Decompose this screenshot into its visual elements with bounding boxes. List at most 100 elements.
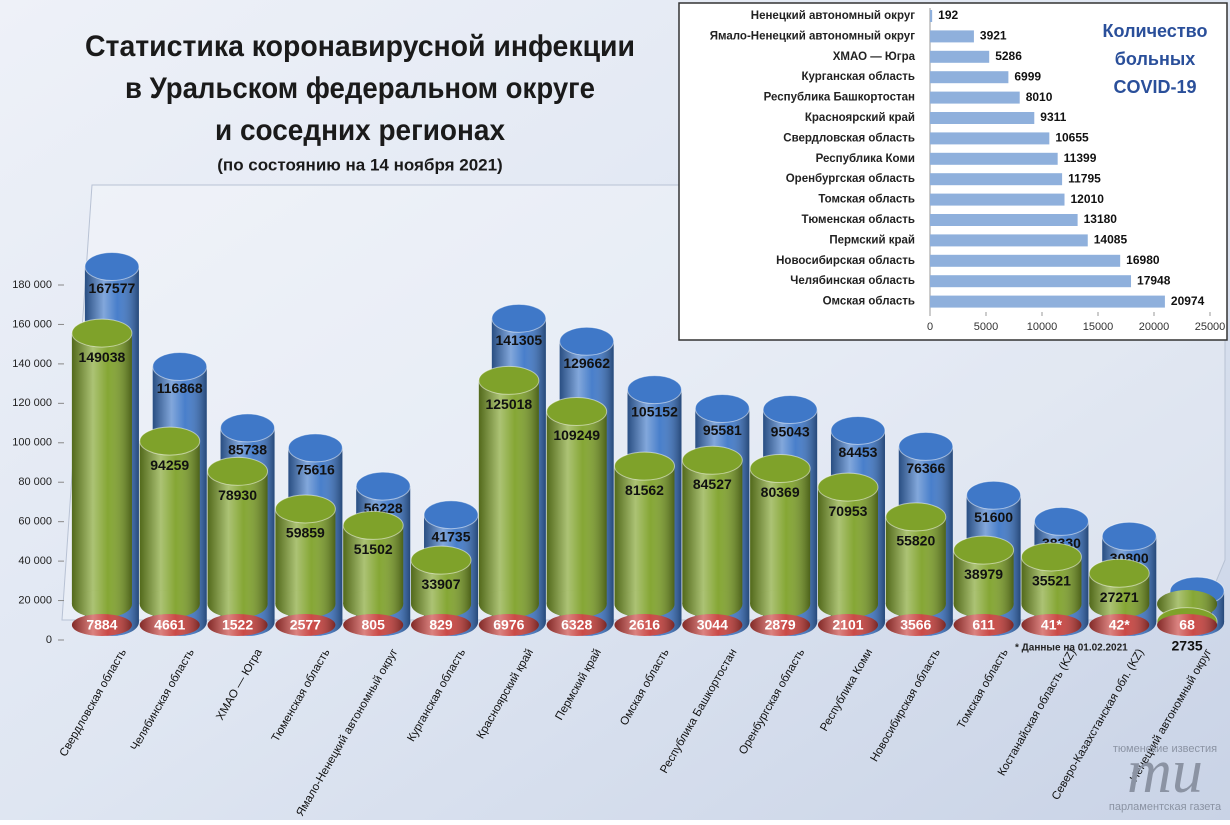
x-tick-label: 20000: [1139, 321, 1170, 333]
y-tick-label: 60 000: [18, 516, 52, 528]
bar-total-top: [152, 352, 208, 382]
y-tick-label: Омская область: [823, 296, 915, 308]
x-tick-label: 10000: [1027, 321, 1058, 333]
bar-recovered-top: [614, 451, 675, 481]
bar-recovered-bottom-shade: [478, 590, 539, 618]
bar: [930, 71, 1009, 84]
y-tick-label: ХМАО — Югра: [833, 51, 916, 63]
y-tick-label: 0: [46, 634, 52, 646]
value-label: 611: [972, 617, 995, 633]
value-label: 84527: [693, 476, 732, 492]
logo: тюменские известия ти парламентская газе…: [1109, 738, 1222, 813]
y-tick-label: Ненецкий автономный округ: [751, 10, 915, 22]
bar: [930, 275, 1132, 288]
chart-subtitle: (по состоянию на 14 ноября 2021): [217, 155, 502, 174]
bar-recovered-top: [546, 397, 608, 427]
bar-deaths-shade: [343, 614, 404, 636]
value-label: 2577: [290, 617, 321, 633]
bar-recovered-bottom-shade: [682, 590, 743, 618]
value-label: 13180: [1084, 212, 1118, 226]
value-label: 78930: [218, 487, 257, 503]
value-label: 805: [362, 617, 386, 633]
value-label: 81562: [625, 482, 664, 498]
bar-recovered: [207, 456, 269, 618]
y-tick-label: 140 000: [12, 358, 52, 370]
value-label: 167577: [89, 280, 136, 296]
bar-total-top: [966, 480, 1022, 510]
bar-deaths: [817, 614, 878, 636]
bar-deaths: [750, 614, 811, 636]
y-tick-label: 160 000: [12, 318, 52, 330]
y-tick-label: Республика Коми: [816, 153, 915, 165]
bar-total-top: [355, 471, 411, 501]
value-label: 70953: [829, 503, 868, 519]
bar-recovered: [953, 535, 1015, 618]
bar-deaths: [207, 614, 268, 636]
y-tick-label: Новосибирская область: [776, 255, 915, 267]
value-label: 141305: [495, 332, 542, 348]
value-label: 85738: [228, 442, 267, 458]
y-tick-label: 40 000: [18, 555, 52, 567]
chart-title: Статистика коронавирусной инфекции: [85, 30, 635, 63]
value-label: 76366: [906, 460, 945, 476]
bar-deaths: [1089, 614, 1150, 636]
bar-total-top: [559, 326, 615, 356]
bar-recovered: [274, 494, 336, 618]
bar-deaths-shade: [275, 614, 336, 636]
bar-deaths-shade: [546, 614, 607, 636]
value-label: 84453: [839, 444, 878, 460]
value-label: 11399: [1064, 151, 1097, 165]
value-label: 6976: [493, 617, 524, 633]
bar-deaths-shade: [139, 614, 200, 636]
value-label: 59859: [286, 525, 325, 541]
value-label: 3921: [980, 29, 1007, 43]
y-tick-label: Оренбургская область: [786, 173, 915, 185]
bar-recovered-top: [139, 426, 201, 456]
bar-recovered-top: [478, 365, 540, 395]
value-label: 33907: [422, 576, 461, 592]
bar-deaths-shade: [478, 614, 539, 636]
bar-total-top: [84, 252, 140, 282]
bar-recovered-shade: [750, 468, 811, 604]
bar-recovered-bottom-shade: [546, 590, 607, 618]
bar-recovered: [478, 365, 540, 618]
bar: [930, 50, 990, 63]
value-label: 68: [1179, 617, 1195, 633]
bar-deaths: [953, 614, 1014, 636]
bar-deaths: [411, 614, 472, 636]
bar-recovered-bottom-shade: [71, 590, 132, 618]
y-tick-label: Тюменская область: [802, 214, 915, 226]
bar-total-top: [830, 415, 886, 445]
y-tick-label: Республика Башкортостан: [764, 92, 915, 104]
value-label: 14085: [1094, 233, 1128, 247]
bar-deaths-shade: [750, 614, 811, 636]
bar-recovered: [546, 397, 608, 618]
bar-deaths: [343, 614, 404, 636]
value-label: 125018: [485, 396, 532, 412]
bar-recovered-bottom-shade: [1021, 590, 1082, 618]
value-label: 12010: [1071, 192, 1105, 206]
value-label: 7884: [86, 617, 117, 633]
annotation: * Данные на 01.02.2021: [1015, 643, 1128, 654]
bar-recovered-top: [681, 445, 743, 475]
inset-title: больных: [1115, 49, 1195, 69]
value-label: 829: [429, 617, 453, 633]
bar-recovered-bottom-shade: [343, 590, 404, 618]
y-tick-label: Курганская область: [801, 71, 915, 83]
bar-total-top: [423, 500, 479, 530]
value-label: 51502: [354, 541, 393, 557]
logo-mark: ти: [1127, 738, 1203, 806]
bar-deaths-shade: [953, 614, 1014, 636]
value-label: 116868: [157, 380, 203, 396]
logo-text: тюменские известия: [1113, 743, 1217, 755]
bar-recovered: [681, 445, 743, 618]
value-label: 4661: [154, 617, 185, 633]
value-label: 6328: [561, 617, 592, 633]
bar-recovered-shade: [275, 508, 336, 604]
bar-recovered: [749, 453, 811, 618]
value-label: 10655: [1055, 131, 1089, 145]
bar-deaths: [614, 614, 675, 636]
bar-recovered-top: [953, 535, 1015, 565]
y-tick-label: Ямало-Ненецкий автономный округ: [710, 30, 915, 42]
